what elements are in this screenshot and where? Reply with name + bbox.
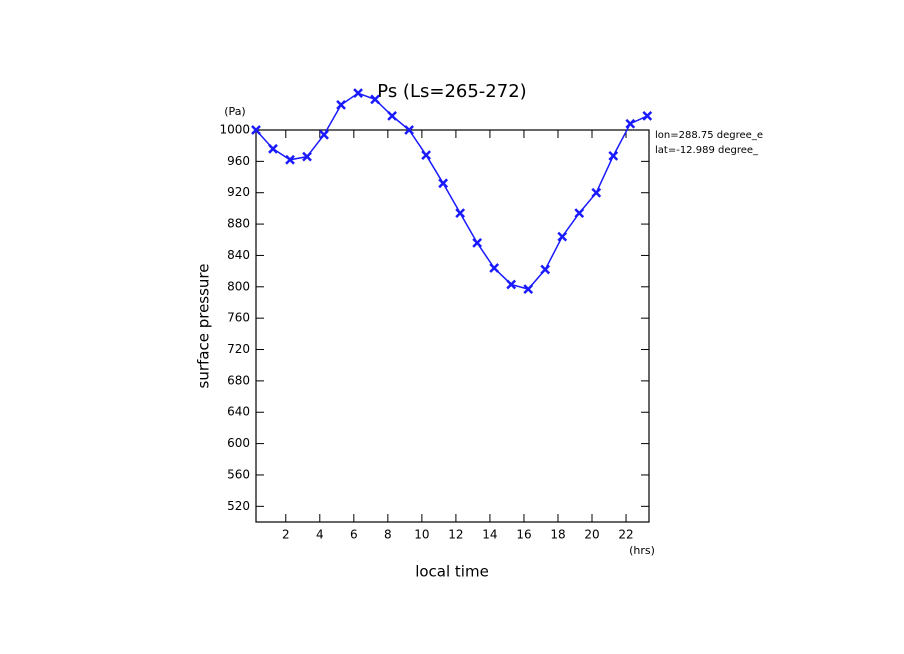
annotation: lat=-12.989 degree_ <box>655 145 759 156</box>
y-tick-label: 840 <box>227 248 250 262</box>
y-tick-label: 920 <box>227 185 250 199</box>
y-tick-label: 1000 <box>219 123 250 137</box>
marker <box>285 154 295 165</box>
y-tick-label: 880 <box>227 217 250 231</box>
marker <box>370 94 380 105</box>
plot-frame <box>255 129 650 523</box>
marker <box>506 279 517 290</box>
marker <box>540 264 551 275</box>
x-tick-label: 12 <box>448 528 463 542</box>
y-tick-label: 960 <box>227 154 250 168</box>
x-tick-label: 22 <box>618 528 633 542</box>
marker <box>387 111 397 121</box>
marker <box>557 231 568 242</box>
marker <box>421 150 432 160</box>
x-tick-label: 10 <box>414 528 429 542</box>
x-tick-label: 18 <box>550 528 565 542</box>
marker <box>455 208 466 218</box>
marker <box>523 284 534 295</box>
marker <box>591 187 602 198</box>
marker <box>353 88 363 99</box>
line <box>255 92 648 291</box>
marker <box>642 111 653 121</box>
annotation: lon=288.75 degree_e <box>655 130 763 141</box>
marker <box>625 118 636 129</box>
marker <box>608 150 619 161</box>
y-tick-label: 600 <box>227 436 250 450</box>
x-axis-label: local time <box>415 563 489 581</box>
marker <box>438 178 449 189</box>
y-tick-label: 800 <box>227 279 250 293</box>
x-tick-label: 2 <box>282 528 290 542</box>
y-tick-label: 760 <box>227 311 250 325</box>
x-tick-label: 20 <box>584 528 599 542</box>
marker <box>268 143 278 154</box>
x-tick-label: 8 <box>384 528 392 542</box>
marker <box>336 100 346 110</box>
annotations: lon=288.75 degree_e lat=-12.989 degree_ <box>655 130 763 156</box>
marker <box>319 129 329 140</box>
y-tick-label: 720 <box>227 342 250 356</box>
marker <box>251 125 261 135</box>
x-tick-label: 14 <box>482 528 497 542</box>
y-tick-label: 560 <box>227 467 250 481</box>
x-tick-label: 6 <box>350 528 358 542</box>
x-unit: (hrs) <box>629 544 655 557</box>
x-tick-label: 16 <box>516 528 531 542</box>
y-unit: (Pa) <box>224 105 245 118</box>
x-tick-label: 4 <box>316 528 324 542</box>
marker <box>302 151 312 162</box>
y-axis-label: surface pressure <box>195 264 213 389</box>
y-tick-label: 680 <box>227 373 250 387</box>
y-tick-label: 640 <box>227 405 250 419</box>
marker <box>472 238 483 248</box>
marker <box>574 208 585 218</box>
chart-title: Ps (Ls=265-272) <box>377 81 526 102</box>
marker <box>404 125 415 135</box>
y-tick-label: 520 <box>227 499 250 513</box>
marker <box>489 263 500 273</box>
